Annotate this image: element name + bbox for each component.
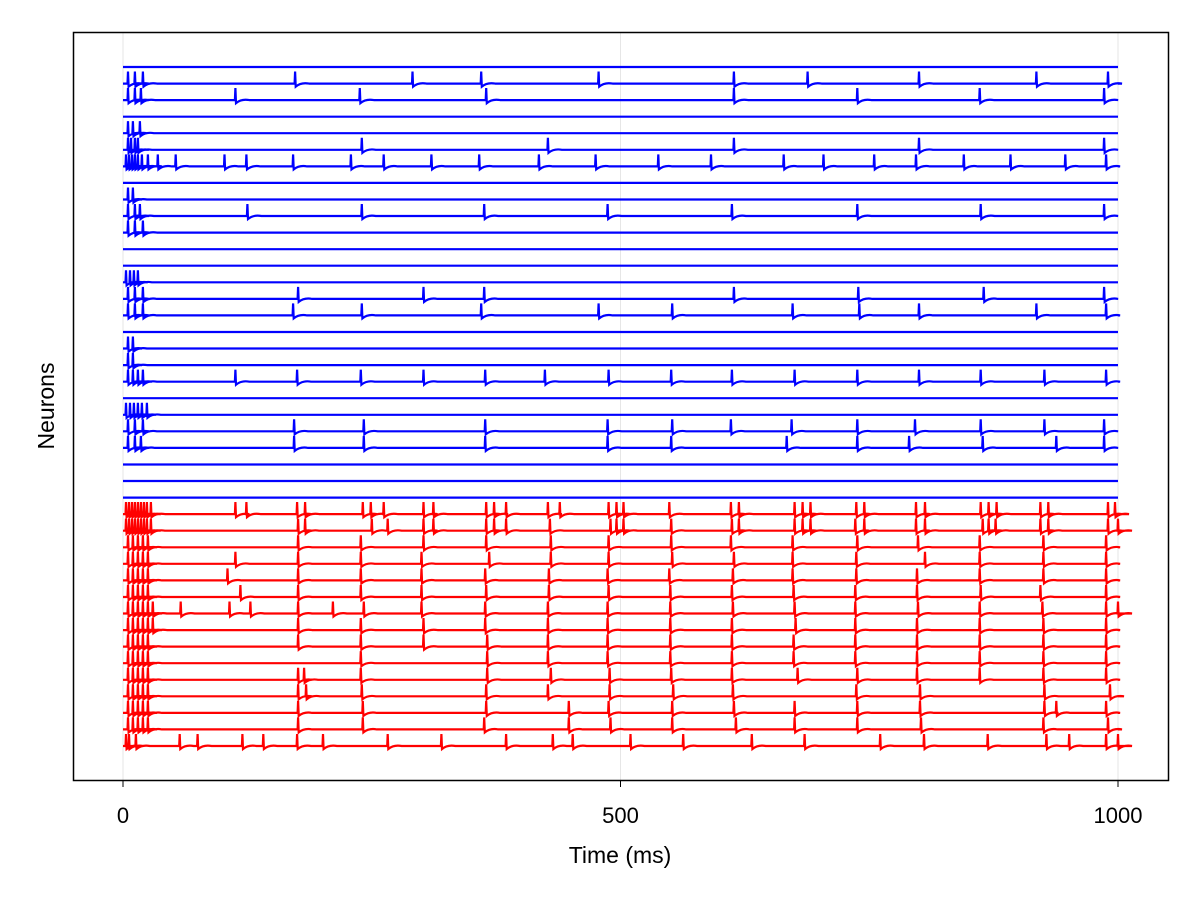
neuron-trace-38 <box>123 667 1121 686</box>
neuron-trace-20 <box>123 369 1121 387</box>
neuron-trace-37 <box>123 651 1121 669</box>
neuron-trace-14 <box>123 270 1118 288</box>
neuron-trace-28 <box>123 502 1130 520</box>
plot-frame <box>72 31 1170 782</box>
neuron-trace-40 <box>123 700 1121 719</box>
x-tick-label-0: 0 <box>117 803 129 828</box>
neuron-trace-23 <box>123 419 1119 437</box>
neuron-trace-2 <box>123 71 1123 89</box>
neuron-trace-10 <box>123 203 1119 222</box>
x-tick-label-1000: 1000 <box>1094 803 1143 828</box>
x-axis-ticks: 0 500 1000 <box>117 781 1143 828</box>
neuron-trace-39 <box>123 684 1125 702</box>
neuron-trace-24 <box>123 435 1119 454</box>
neuron-trace-19 <box>123 353 1118 371</box>
neuron-trace-9 <box>123 187 1118 205</box>
neuron-trace-31 <box>123 551 1121 570</box>
neuron-trace-22 <box>123 402 1118 421</box>
neuron-trace-33 <box>123 584 1121 603</box>
neuron-trace-41 <box>123 717 1123 735</box>
neuron-trace-35 <box>123 618 1121 636</box>
neuron-trace-30 <box>123 535 1121 553</box>
neuron-trace-29 <box>123 518 1133 536</box>
y-axis-title: Neurons <box>33 363 59 450</box>
neuron-trace-11 <box>123 220 1118 238</box>
grid-lines <box>122 33 1119 780</box>
neuron-trace-42 <box>123 733 1133 752</box>
neuron-trace-6 <box>123 137 1119 156</box>
neuron-trace-32 <box>123 568 1121 586</box>
neuron-traces <box>123 65 1133 752</box>
neuron-trace-3 <box>123 88 1119 106</box>
x-axis-title: Time (ms) <box>569 842 672 868</box>
neuron-trace-5 <box>123 121 1118 139</box>
x-tick-label-500: 500 <box>602 803 639 828</box>
neuron-trace-15 <box>123 286 1119 305</box>
neuron-trace-36 <box>123 634 1121 652</box>
neuron-trace-16 <box>123 303 1121 321</box>
neuron-trace-7 <box>123 154 1121 172</box>
neuron-trace-34 <box>123 601 1133 619</box>
neuron-trace-18 <box>123 336 1118 354</box>
